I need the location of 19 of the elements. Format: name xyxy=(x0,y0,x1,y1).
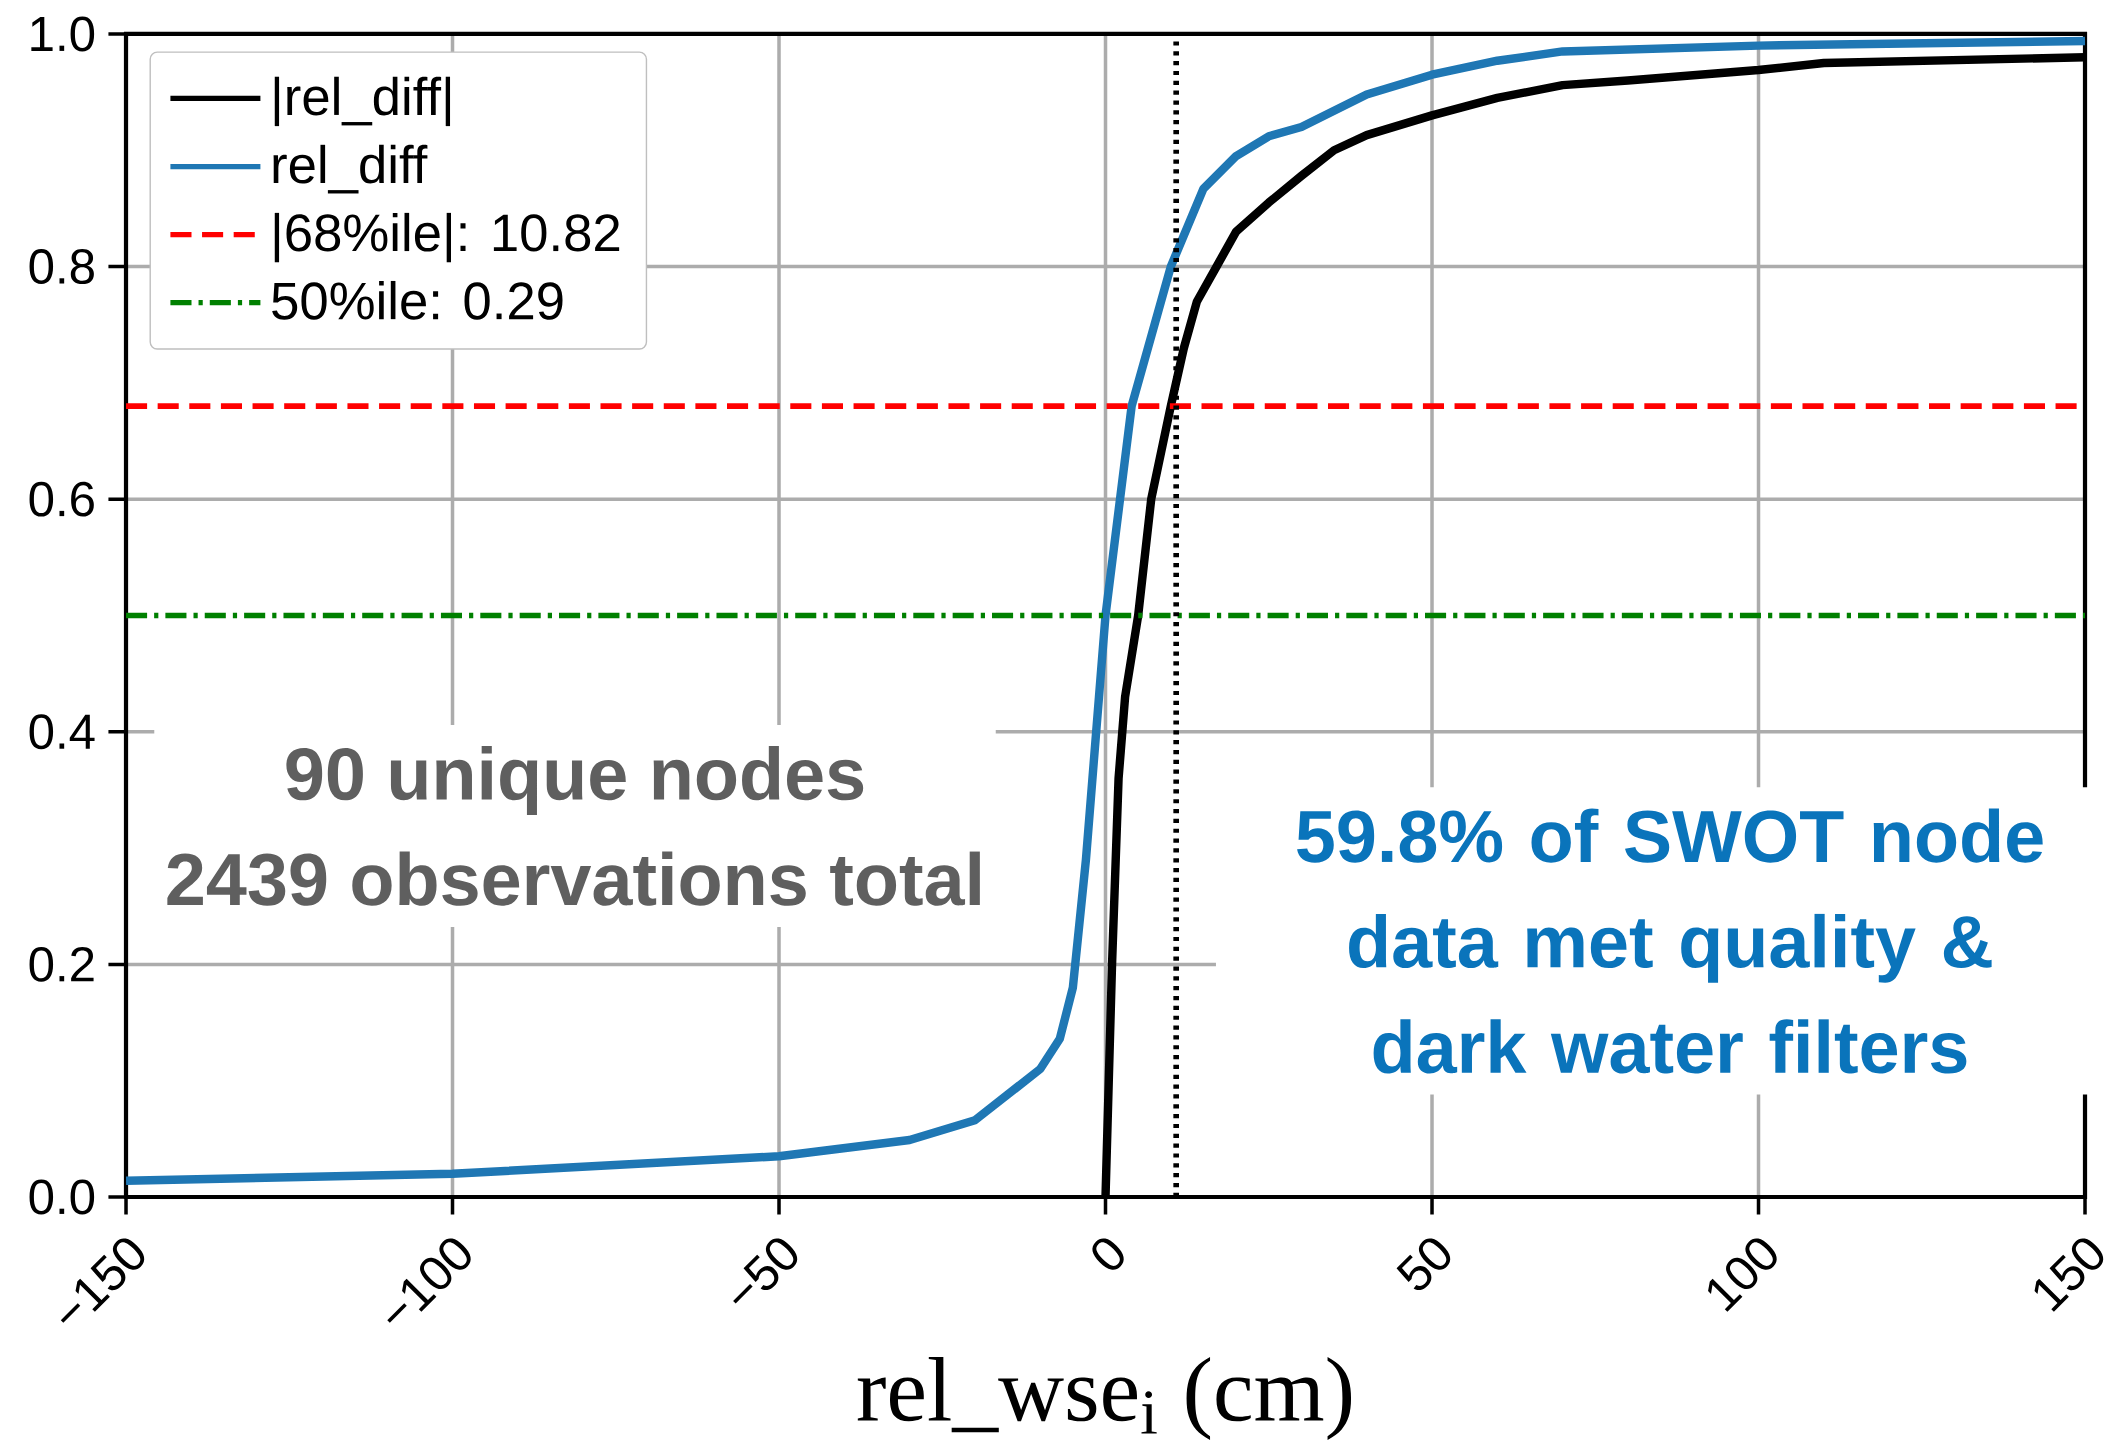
x-tick-label: 50 xyxy=(1396,1238,1451,1291)
annotation: 2439 observations total xyxy=(167,851,980,906)
y-tick-label: 0.0 xyxy=(29,1179,95,1215)
x-tick-label: −50 xyxy=(733,1238,798,1304)
x-tick-label: 150 xyxy=(2034,1238,2104,1312)
y-tick-label: 0.4 xyxy=(29,714,95,750)
y-tick-label: 0.2 xyxy=(29,946,94,982)
annotation: 59.8% of SWOT node data met quality & dark water filters xyxy=(1297,808,2043,1074)
y-tick-label: 1.0 xyxy=(31,16,95,52)
legend-label: rel_diff xyxy=(273,144,428,194)
x-tick-label: 100 xyxy=(1708,1238,1777,1312)
annotation: 90 unique nodes xyxy=(286,746,864,815)
legend-label: |68%ile|: 10.82 xyxy=(274,212,620,263)
x-axis-title: rel_wse$_{i}$ (cm) xyxy=(857,1357,1352,1440)
y-tick-label: 0.8 xyxy=(29,249,94,285)
y-tick-label: 0.6 xyxy=(29,481,94,517)
legend-label: 50%ile: 0.29 xyxy=(272,280,563,320)
legend-label: |rel_diff| xyxy=(274,76,451,127)
x-tick-label: 0 xyxy=(1092,1238,1124,1270)
